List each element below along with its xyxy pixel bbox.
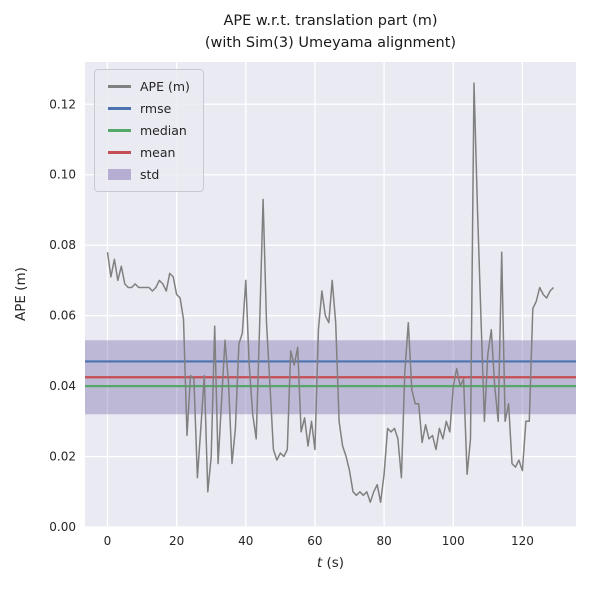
x-tick-label: 100: [442, 534, 465, 548]
y-axis-label: APE (m): [13, 267, 29, 321]
x-axis-label-unit: (s): [322, 555, 345, 571]
y-tick-label: 0.02: [49, 450, 76, 464]
legend-label-ape: APE (m): [140, 79, 190, 94]
y-tick-label: 0.06: [49, 309, 76, 323]
legend-item-rmse: rmse: [108, 101, 190, 116]
legend-item-median: median: [108, 123, 190, 138]
chart-title: APE w.r.t. translation part (m) (with Si…: [85, 11, 576, 55]
mean-line-swatch-icon: [108, 151, 131, 154]
rmse-line-swatch-icon: [108, 107, 131, 110]
y-tick-label: 0.04: [49, 379, 76, 393]
legend-label-median: median: [140, 123, 187, 138]
legend-label-std: std: [140, 167, 160, 182]
x-axis-label-var: t: [316, 555, 323, 571]
legend-item-mean: mean: [108, 145, 190, 160]
ape-line: [106, 82, 555, 504]
y-tick-label: 0.08: [49, 238, 76, 252]
ape-line-swatch-icon: [108, 85, 131, 88]
y-tick-label: 0.12: [49, 97, 76, 111]
x-axis-label: t (s): [85, 555, 576, 571]
x-tick-label: 40: [238, 534, 253, 548]
y-tick-label: 0.10: [49, 168, 76, 182]
x-tick-label: 120: [511, 534, 534, 548]
x-tick-label: 20: [169, 534, 184, 548]
x-tick-label: 0: [104, 534, 112, 548]
x-tick-label: 80: [376, 534, 391, 548]
legend: APE (m) rmse median mean std: [94, 69, 204, 192]
legend-item-std: std: [108, 167, 190, 182]
legend-label-mean: mean: [140, 145, 176, 160]
x-tick-label: 60: [307, 534, 322, 548]
median-line-swatch-icon: [108, 129, 131, 132]
legend-label-rmse: rmse: [140, 101, 172, 116]
chart-title-line1: APE w.r.t. translation part (m): [223, 13, 438, 29]
legend-item-ape: APE (m): [108, 79, 190, 94]
y-tick-label: 0.00: [49, 520, 76, 534]
chart-title-line2: (with Sim(3) Umeyama alignment): [204, 34, 457, 51]
std-patch-swatch-icon: [108, 169, 131, 180]
